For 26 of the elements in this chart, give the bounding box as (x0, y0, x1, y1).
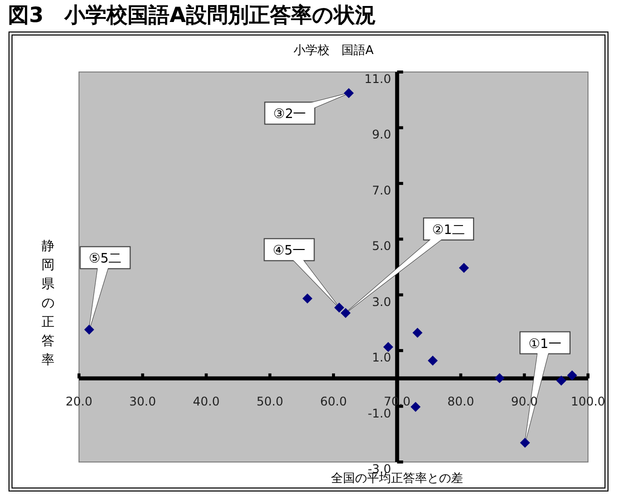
callout: ⑤5二 (80, 246, 131, 330)
x-tick-label: 90.0 (511, 394, 538, 408)
x-tick-label: 40.0 (192, 394, 220, 408)
x-tick-label: 80.0 (447, 394, 474, 408)
x-tick-label: 60.0 (320, 394, 347, 408)
title: 図3 小学校国語A設問別正答率の状況 (8, 3, 376, 27)
callout: ④5一 (264, 238, 340, 308)
annotation: ④5一 (272, 244, 306, 259)
ylabel: 静岡県の正答率 (42, 239, 54, 368)
subtitle: 小学校 国語A (293, 43, 374, 57)
x-tick-label: 50.0 (256, 394, 284, 408)
annotation: ⑤5二 (88, 252, 122, 267)
y-tick-label: 3.0 (372, 294, 392, 309)
x-axis-title: 全国の平均正答率との差 (331, 471, 464, 485)
annotation: ②1二 (432, 222, 466, 238)
y-tick-label: 11.0 (364, 72, 392, 86)
y-tick-label: 1.0 (372, 350, 392, 365)
x-tick-label: 20.0 (66, 394, 92, 408)
x-tick-label: 30.0 (129, 394, 156, 408)
annotation: ③2一 (273, 107, 306, 122)
y-tick-label: 7.0 (372, 183, 392, 198)
y-tick-label: 5.0 (372, 239, 392, 254)
x-tick-label: 100.0 (570, 394, 606, 408)
annotation: ①1一 (528, 336, 562, 352)
y-tick-label: -1.0 (368, 406, 392, 420)
y-tick-label: 9.0 (372, 128, 392, 142)
